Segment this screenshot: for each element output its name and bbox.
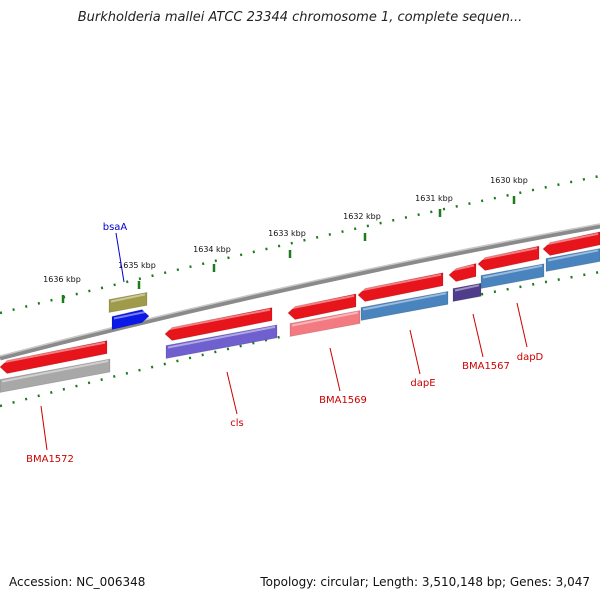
gene-feature-highlight: [547, 249, 599, 262]
gene-feature[interactable]: [164, 307, 273, 341]
gene-feature[interactable]: [360, 290, 449, 321]
gene-feature[interactable]: [480, 263, 545, 289]
gene-feature-highlight: [1, 360, 109, 383]
gene-feature[interactable]: [0, 340, 108, 374]
tick-label: 1635 kbp: [118, 261, 156, 270]
gene-label[interactable]: dapD: [517, 352, 544, 363]
tick-label: 1634 kbp: [193, 245, 231, 254]
tick-label: 1633 kbp: [268, 229, 306, 238]
gene-feature[interactable]: [542, 231, 600, 256]
gene-label-leader: [472, 313, 484, 358]
gene-feature-highlight: [289, 294, 355, 310]
gene-feature-highlight: [454, 284, 480, 292]
gene-feature[interactable]: [0, 358, 111, 393]
gene-label-leader: [516, 302, 528, 348]
gene-feature[interactable]: [452, 282, 482, 302]
gene-feature-highlight: [291, 311, 359, 327]
gene-feature-highlight: [359, 273, 442, 292]
gene-feature[interactable]: [287, 293, 357, 320]
gene-feature-highlight: [450, 264, 475, 272]
chromosome-backbone: [0, 223, 600, 361]
tick-label: 1631 kbp: [415, 194, 453, 203]
gene-feature-highlight: [1, 341, 106, 364]
gene-feature[interactable]: [289, 309, 361, 337]
gene-feature[interactable]: [111, 309, 150, 331]
gene-feature[interactable]: [357, 272, 444, 302]
genome-summary-text: Topology: circular; Length: 3,510,148 bp…: [260, 575, 590, 589]
gene-label[interactable]: BMA1572: [26, 454, 74, 465]
gene-label-leader: [40, 405, 48, 451]
gene-label-leader: [409, 329, 421, 375]
gene-feature-highlight: [110, 293, 146, 303]
map-title: Burkholderia mallei ATCC 23344 chromosom…: [77, 10, 523, 25]
gene-label[interactable]: dapE: [410, 378, 435, 389]
gene-feature[interactable]: [108, 291, 148, 313]
chromosome-backbone-highlight: [0, 223, 600, 357]
tick-label: 1632 kbp: [343, 212, 381, 221]
gene-label[interactable]: BMA1567: [462, 361, 510, 372]
scale-line-inner: [0, 270, 600, 408]
gene-feature-highlight: [544, 232, 599, 246]
gene-feature-highlight: [362, 292, 447, 311]
tick-label: 1630 kbp: [490, 176, 528, 185]
gene-feature[interactable]: [165, 324, 278, 359]
gene-label[interactable]: bsaA: [103, 222, 128, 233]
accession-text: Accession: NC_006348: [9, 575, 146, 589]
gene-label[interactable]: BMA1569: [319, 395, 367, 406]
gene-feature[interactable]: [448, 262, 477, 282]
gene-feature[interactable]: [477, 245, 540, 271]
gene-label-leader: [226, 371, 238, 415]
gene-label-leader: [329, 347, 341, 392]
gene-feature-highlight: [113, 310, 148, 320]
gene-feature-highlight: [166, 308, 271, 331]
gene-feature-highlight: [167, 325, 276, 349]
gene-feature-highlight: [479, 247, 538, 261]
gene-feature[interactable]: [545, 248, 600, 272]
gene-label[interactable]: cls: [230, 418, 244, 429]
gene-feature-highlight: [482, 264, 543, 279]
tick-label: 1636 kbp: [43, 275, 81, 284]
gene-label-leader: [115, 232, 125, 283]
